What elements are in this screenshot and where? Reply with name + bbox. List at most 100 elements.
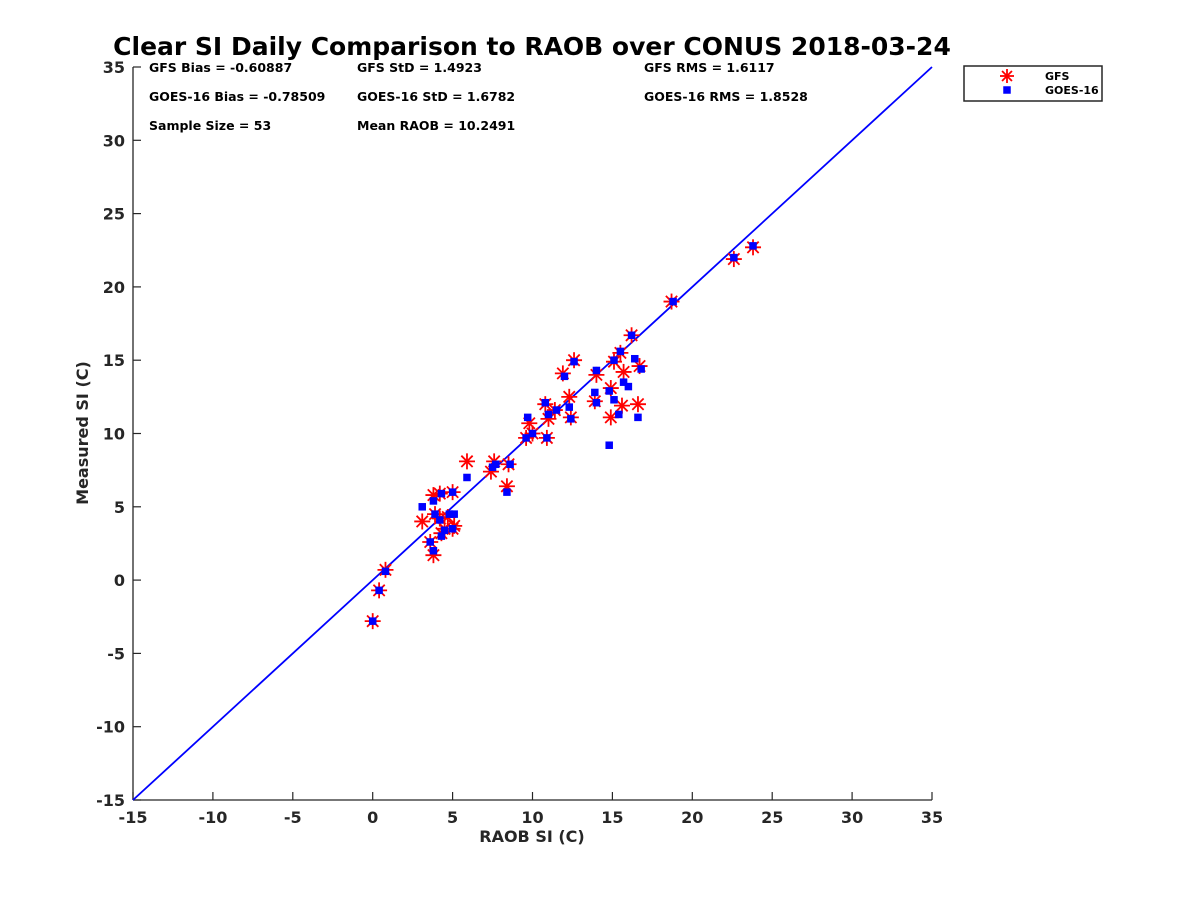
gfs-point [425, 547, 442, 564]
y-tick-label: 30 [103, 131, 125, 150]
goes-16-point [437, 532, 446, 540]
gfs-point [414, 513, 431, 530]
goes-16-point [491, 460, 500, 469]
x-tick-label: 35 [921, 808, 943, 827]
gfs-point [561, 388, 578, 405]
x-axis-title: RAOB SI (C) [479, 827, 584, 846]
legend-gfs-marker [1000, 69, 1014, 83]
y-tick-label: 5 [114, 498, 125, 517]
goes-16-point [570, 357, 578, 366]
goes-16-point [523, 413, 532, 422]
y-axis-title: Measured SI (C) [73, 361, 92, 505]
y-tick-label: 10 [103, 425, 125, 444]
x-tick-label: 10 [521, 808, 543, 827]
goes-16-point [610, 356, 618, 364]
legend-box [963, 65, 1103, 102]
goes-16-point [429, 497, 438, 505]
goes-16-point [544, 410, 553, 419]
gfs-point [458, 453, 475, 470]
stat-text: GOES-16 StD = 1.6782 [357, 89, 515, 104]
goes-16-point [463, 473, 471, 482]
goes-16-point [567, 415, 575, 423]
goes-16-point [503, 488, 511, 496]
goes-16-point [440, 526, 449, 535]
goes-16-point [605, 387, 613, 395]
goes-16-point [445, 510, 454, 518]
y-tick-label: 20 [103, 278, 125, 297]
y-tick-label: -10 [96, 718, 125, 737]
stat-text: Mean RAOB = 10.2491 [357, 118, 515, 133]
goes-16-point [624, 382, 633, 391]
data-points [364, 239, 762, 630]
goes-16-point [426, 538, 434, 546]
goes-16-point [565, 403, 574, 411]
goes-16-point [552, 406, 561, 414]
x-tick-label: 15 [601, 808, 623, 827]
stat-text: GFS RMS = 1.6117 [644, 60, 775, 75]
goes-16-point [543, 434, 551, 442]
y-tick-label: 15 [103, 351, 125, 370]
goes-16-point [431, 510, 439, 518]
goes-16-point [448, 488, 457, 496]
y-tick-label: 25 [103, 205, 125, 224]
goes-16-point [368, 617, 377, 625]
gfs-point [615, 363, 632, 380]
goes-16-point [631, 354, 639, 363]
stat-text: GOES-16 RMS = 1.8528 [644, 89, 808, 104]
y-tick-label: -5 [107, 644, 125, 663]
gfs-point [602, 409, 619, 426]
y-tick-label: 0 [114, 571, 125, 590]
goes-16-point [616, 347, 625, 356]
goes-16-point [506, 460, 514, 469]
stat-text: GFS StD = 1.4923 [357, 60, 482, 75]
goes-16-point [592, 366, 601, 375]
legend-label-gfs: GFS [1045, 70, 1070, 83]
x-tick-label: 0 [367, 808, 378, 827]
goes-16-point [591, 388, 599, 397]
x-tick-label: 30 [841, 808, 863, 827]
legend-goes-16-marker [1003, 86, 1011, 94]
series-gfs [364, 239, 762, 630]
goes-16-point [436, 516, 444, 524]
goes-16-point [615, 410, 623, 419]
stat-text: Sample Size = 53 [149, 118, 271, 133]
gfs-point [629, 396, 646, 413]
goes-16-point [448, 525, 457, 533]
goes-16-point [749, 242, 757, 250]
x-tick-label: -15 [119, 808, 148, 827]
goes-16-point [592, 398, 601, 407]
goes-16-point [375, 586, 383, 595]
series-goes-16 [368, 242, 757, 625]
stat-text: GFS Bias = -0.60887 [149, 60, 292, 75]
legend-label-goes-16: GOES-16 [1045, 84, 1099, 97]
goes-16-point [637, 365, 645, 373]
y-tick-label: -15 [96, 791, 125, 810]
goes-16-point [437, 489, 446, 498]
goes-16-point [619, 378, 628, 386]
x-tick-label: 5 [447, 808, 458, 827]
y-tick-label: 35 [103, 58, 125, 77]
x-tick-label: 25 [761, 808, 783, 827]
goes-16-point [730, 253, 738, 262]
goes-16-point [605, 441, 613, 449]
goes-16-point [429, 547, 438, 555]
goes-16-point [522, 434, 530, 442]
x-tick-label: 20 [681, 808, 703, 827]
goes-16-point [541, 398, 550, 407]
goes-16-point [528, 429, 537, 438]
goes-16-point [634, 413, 642, 422]
goes-16-point [418, 503, 426, 511]
goes-16-point [669, 297, 677, 306]
goes-16-point [381, 567, 390, 576]
stat-text: GOES-16 Bias = -0.78509 [149, 89, 325, 104]
goes-16-point [450, 510, 458, 518]
x-tick-label: -5 [284, 808, 302, 827]
axes: -15 -10 -5 0 5 10 15 20 25 30 35 -15 -10 -5 0 5 10 15 20 25… [96, 58, 943, 827]
goes-16-point [627, 331, 636, 340]
goes-16-point [560, 372, 569, 381]
goes-16-point [610, 396, 618, 404]
statistics-panel: GFS Bias = -0.60887 GFS StD = 1.4923 GFS R… [149, 60, 808, 133]
x-tick-label: -10 [198, 808, 227, 827]
